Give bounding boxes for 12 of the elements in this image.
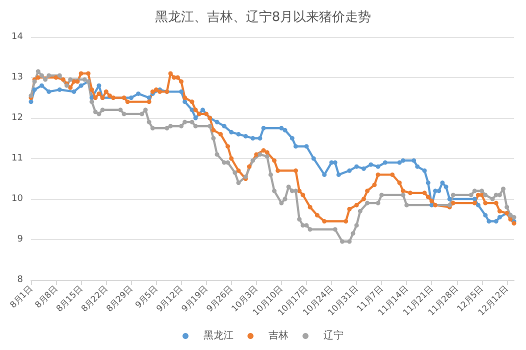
y-tick-label: 14 (12, 32, 24, 42)
legend-label: 辽宁 (324, 330, 344, 342)
y-tick-label: 10 (12, 194, 24, 204)
legend-label: 黑龙江 (204, 330, 234, 342)
y-tick-label: 8 (17, 275, 24, 285)
y-tick-label: 12 (12, 113, 23, 123)
y-tick-label: 11 (12, 154, 23, 164)
y-tick-label: 9 (17, 234, 24, 244)
x-tick-label: 8月1日 (8, 284, 35, 310)
legend-label: 吉林 (268, 330, 288, 342)
chart-title: 黑龙江、吉林、辽宁8月以来猪价走势 (154, 9, 372, 25)
y-tick-label: 13 (12, 72, 23, 82)
